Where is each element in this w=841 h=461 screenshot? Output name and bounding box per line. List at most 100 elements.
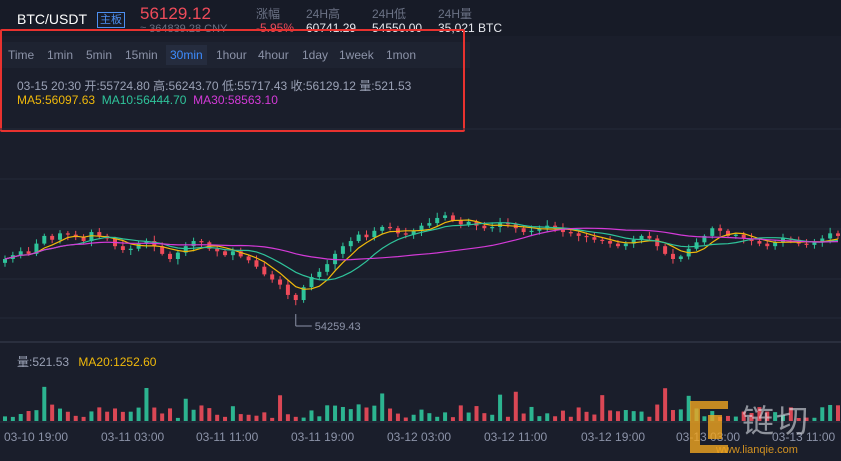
candle-body bbox=[254, 260, 259, 267]
volume-bar bbox=[175, 417, 180, 421]
ma30-value: MA30:58563.10 bbox=[193, 93, 278, 107]
volume-bar bbox=[113, 408, 118, 421]
tab-1week[interactable]: 1week bbox=[339, 48, 374, 62]
x-tick-label: 03-12 11:00 bbox=[484, 430, 548, 444]
candle-body bbox=[333, 253, 338, 265]
volume-bar bbox=[545, 413, 550, 421]
candle-body bbox=[741, 234, 746, 239]
candle-body bbox=[317, 271, 322, 277]
volume-bar bbox=[73, 415, 78, 421]
volume-bar bbox=[317, 416, 322, 421]
volume-bar bbox=[207, 408, 212, 421]
candle-body bbox=[608, 241, 613, 244]
volume-bar bbox=[199, 405, 204, 421]
volume-bar bbox=[136, 407, 141, 421]
candle-body bbox=[120, 246, 125, 251]
candle-body bbox=[773, 242, 778, 247]
volume-bar bbox=[615, 411, 620, 421]
candle-body bbox=[615, 243, 620, 247]
candle-body bbox=[325, 264, 330, 272]
candle-body bbox=[694, 242, 699, 249]
ma5-value: MA5:56097.63 bbox=[17, 93, 96, 107]
candle-body bbox=[639, 235, 644, 240]
candle-body bbox=[372, 230, 377, 238]
volume-bar bbox=[513, 391, 518, 421]
tab-1hour[interactable]: 1hour bbox=[216, 48, 247, 62]
volume-bar bbox=[270, 417, 275, 421]
candle-body bbox=[262, 266, 267, 275]
tab-15min[interactable]: 15min bbox=[125, 48, 158, 62]
tab-1mon[interactable]: 1mon bbox=[386, 48, 417, 62]
candle-body bbox=[733, 234, 738, 236]
volume-bar bbox=[364, 407, 369, 421]
candle-body bbox=[553, 225, 558, 229]
candle-body bbox=[309, 276, 314, 288]
candle-body bbox=[804, 243, 809, 245]
volume-bar bbox=[26, 411, 31, 421]
change-value: -5.95% bbox=[256, 21, 295, 35]
volume-bar bbox=[427, 413, 432, 421]
volume-bar bbox=[238, 414, 243, 421]
candle-body bbox=[521, 228, 526, 233]
tab-1min[interactable]: 1min bbox=[47, 48, 74, 62]
candle-body bbox=[458, 220, 463, 225]
candle-body bbox=[65, 233, 70, 235]
candle-body bbox=[58, 233, 63, 240]
volume-bar bbox=[34, 410, 39, 421]
candle-body bbox=[364, 234, 369, 238]
ma-legend: MA5:56097.63 MA10:56444.70 MA30:58563.10 bbox=[17, 93, 278, 107]
volume-bar bbox=[474, 406, 479, 421]
watermark-logo-icon bbox=[690, 401, 728, 453]
volume-bar bbox=[246, 414, 251, 421]
candle-body bbox=[285, 284, 290, 295]
tab-5min[interactable]: 5min bbox=[86, 48, 113, 62]
tab-time[interactable]: Time bbox=[8, 48, 35, 62]
candle-body bbox=[592, 237, 597, 240]
tab-30min[interactable]: 30min bbox=[166, 45, 207, 65]
candle-body bbox=[498, 223, 503, 227]
candle-body bbox=[718, 228, 723, 231]
watermark-url: www.lianqie.com bbox=[716, 444, 798, 456]
candle-body bbox=[647, 235, 652, 239]
candle-body bbox=[3, 259, 7, 263]
change-label: 涨幅 bbox=[256, 7, 281, 21]
volume-bar bbox=[529, 406, 534, 421]
candle-body bbox=[757, 241, 762, 244]
candle-body bbox=[623, 243, 628, 247]
volume-bar bbox=[120, 411, 125, 421]
pair-title[interactable]: BTC/USDT bbox=[17, 11, 87, 27]
volume-bar bbox=[600, 395, 605, 421]
candle-body bbox=[490, 226, 495, 229]
candle-body bbox=[820, 238, 825, 243]
candle-body bbox=[505, 223, 510, 225]
volume-bar bbox=[215, 414, 220, 421]
candle-body bbox=[136, 243, 141, 249]
candle-body bbox=[780, 238, 785, 243]
x-tick-label: 03-13 11:00 bbox=[772, 430, 836, 444]
ma5-line bbox=[4, 219, 839, 290]
candle-body bbox=[576, 233, 581, 236]
volume-bar bbox=[97, 407, 102, 421]
tab-1day[interactable]: 1day bbox=[302, 48, 329, 62]
candle-body bbox=[230, 251, 235, 256]
candle-body bbox=[246, 256, 251, 261]
candle-body bbox=[670, 253, 675, 259]
volume-bar bbox=[450, 417, 455, 421]
candle-body bbox=[152, 241, 157, 247]
candle-body bbox=[278, 279, 283, 285]
candle-body bbox=[403, 233, 408, 235]
ma30-line bbox=[4, 227, 839, 261]
volume-bar bbox=[623, 410, 628, 421]
candle-body bbox=[113, 238, 118, 247]
volume-bar bbox=[592, 414, 597, 421]
candle-body bbox=[128, 248, 133, 251]
volume-bar bbox=[466, 412, 471, 421]
volume-bar bbox=[490, 414, 495, 421]
candle-body bbox=[175, 252, 180, 259]
volume-bar bbox=[435, 416, 440, 421]
candle-body bbox=[828, 233, 833, 239]
candle-body bbox=[270, 274, 275, 280]
tab-4hour[interactable]: 4hour bbox=[258, 48, 289, 62]
candle-body bbox=[199, 241, 204, 243]
volume-bar bbox=[388, 408, 393, 421]
